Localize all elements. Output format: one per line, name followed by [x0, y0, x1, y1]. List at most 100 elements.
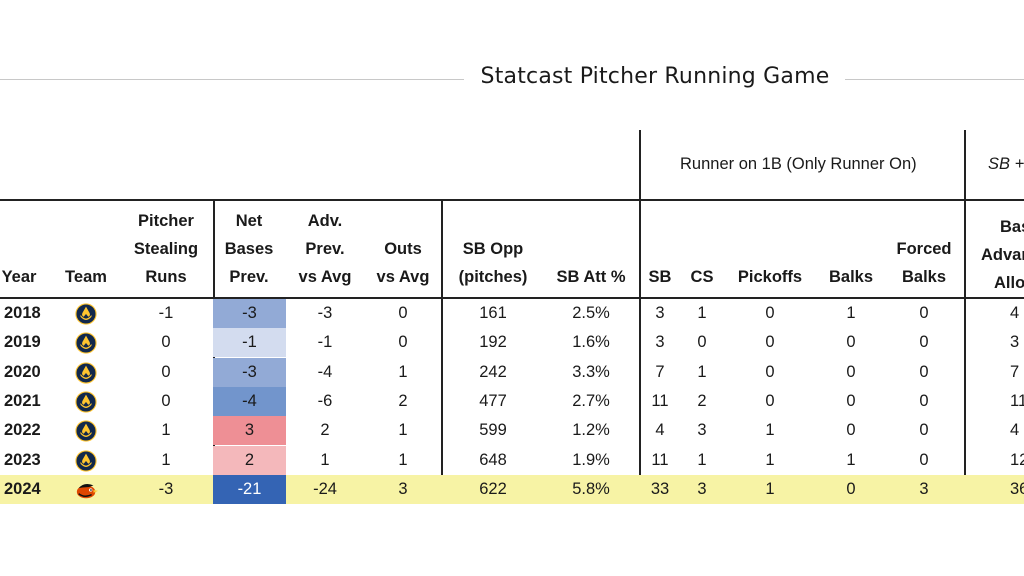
- col-header-net-bases-prev: Net Bases Prev.: [224, 212, 274, 286]
- cell-forced-balks: 0: [919, 333, 929, 352]
- cell-adv-prev-vs-avg: 1: [320, 450, 330, 469]
- col-header-sb: SB: [648, 268, 672, 286]
- cell-year: 2020: [4, 362, 41, 381]
- cell-outs-vs-avg: 0: [398, 304, 408, 322]
- cell-cs: 1: [697, 304, 707, 322]
- cell-cs: 1: [697, 362, 707, 381]
- table-row: 2020 -3 0 -4 1 242 3.3% 7 1 0 0 0 7: [0, 357, 1024, 387]
- cell-adv-prev-vs-avg: -24: [313, 479, 337, 498]
- cell-outs-vs-avg: 2: [398, 391, 408, 410]
- cell-cs: 1: [697, 450, 707, 469]
- brewers-logo-icon: [75, 391, 97, 413]
- col-header-year: Year: [1, 268, 37, 286]
- cell-net-bases-prev: -4: [213, 386, 286, 416]
- col-header-balks: Balks: [828, 268, 874, 286]
- cell-sb-opp: 599: [479, 421, 507, 440]
- cell-adv-prev-vs-avg: -3: [317, 304, 333, 322]
- cell-pickoffs: 0: [765, 391, 775, 410]
- cell-bases-adv-allowed: 36: [1010, 479, 1024, 498]
- table-row: 2022 3 1 2 1 599 1.2% 4 3 1 0 0 4: [0, 416, 1024, 446]
- cell-adv-prev-vs-avg: -1: [317, 333, 333, 352]
- cell-outs-vs-avg: 1: [398, 362, 408, 381]
- cell-net-bases-prev: -3: [213, 357, 286, 387]
- cell-sb-opp: 192: [479, 333, 507, 352]
- cell-sb-att-pct: 5.8%: [572, 479, 610, 498]
- cell-sb-opp: 622: [479, 479, 507, 498]
- title-rule-right: [845, 79, 1024, 80]
- cell-year: 2021: [4, 391, 41, 410]
- cell-forced-balks: 0: [919, 304, 929, 322]
- vline-group-right: [964, 130, 966, 502]
- title-rule-left: [0, 79, 464, 80]
- cell-cs: 0: [697, 333, 707, 352]
- cell-sb: 11: [651, 450, 669, 469]
- table-row: 2019 -1 0 -1 0 192 1.6% 3 0 0 0 0 3: [0, 328, 1024, 358]
- orioles-logo-icon: [75, 479, 99, 501]
- col-header-bases-adv-allowed-clip: Bas Advar Allow: [978, 203, 1024, 297]
- table-row: 2018 -3 -1 -3 0 161 2.5% 3 1 0 1 0 4: [0, 299, 1024, 328]
- cell-bases-adv-allowed: 12: [1010, 450, 1024, 469]
- cell-sb-att-pct: 2.7%: [572, 391, 610, 410]
- cell-outs-vs-avg: 0: [398, 333, 408, 352]
- cell-year: 2024: [4, 479, 41, 498]
- cell-adv-prev-vs-avg: -6: [317, 391, 333, 410]
- col-header-cs: CS: [690, 268, 714, 286]
- cell-bases-adv-allowed: 7: [1010, 362, 1020, 381]
- col-header-outs-vs-avg: Outs vs Avg: [376, 240, 430, 286]
- cell-sb-opp: 242: [479, 362, 507, 381]
- cell-sb: 4: [655, 421, 665, 440]
- cell-bases-adv-allowed: 3: [1010, 333, 1020, 352]
- brewers-logo-icon: [75, 303, 97, 325]
- cell-forced-balks: 0: [919, 391, 929, 410]
- cell-bases-adv-allowed: 4: [1010, 421, 1020, 440]
- cell-forced-balks: 0: [919, 362, 929, 381]
- cell-balks: 0: [846, 479, 856, 498]
- cell-net-bases-prev: -21: [213, 474, 286, 504]
- cell-sb-att-pct: 1.2%: [572, 421, 610, 440]
- col-header-pitcher-stealing-runs: Pitcher Stealing Runs: [133, 212, 199, 286]
- cell-net-bases-prev: -3: [213, 299, 286, 328]
- cell-pitcher-stealing-runs: 1: [161, 450, 171, 469]
- cell-balks: 1: [846, 450, 856, 469]
- cell-outs-vs-avg: 3: [398, 479, 408, 498]
- cell-pitcher-stealing-runs: 0: [161, 333, 171, 352]
- cell-cs: 3: [697, 479, 707, 498]
- cell-forced-balks: 3: [919, 479, 929, 498]
- cell-sb: 3: [655, 304, 665, 322]
- cell-net-bases-prev: 2: [213, 445, 286, 475]
- cell-pitcher-stealing-runs: -3: [158, 479, 174, 498]
- cell-adv-prev-vs-avg: -4: [317, 362, 333, 381]
- cell-outs-vs-avg: 1: [398, 421, 408, 440]
- body-divider: [0, 297, 1024, 299]
- cell-pickoffs: 0: [765, 304, 775, 322]
- cell-pitcher-stealing-runs: 0: [161, 362, 171, 381]
- cell-forced-balks: 0: [919, 421, 929, 440]
- cell-forced-balks: 0: [919, 450, 929, 469]
- group-header-sb-plus: SB +: [988, 155, 1024, 173]
- cell-balks: 0: [846, 421, 856, 440]
- cell-pitcher-stealing-runs: 0: [161, 391, 171, 410]
- cell-balks: 0: [846, 362, 856, 381]
- bases-adv-line-3: Allow: [994, 274, 1024, 292]
- brewers-logo-icon: [75, 332, 97, 354]
- group-header-runner-on-1b: Runner on 1B (Only Runner On): [680, 155, 917, 173]
- brewers-logo-icon: [75, 361, 97, 384]
- cell-sb: 11: [651, 391, 669, 410]
- cell-bases-adv-allowed: 4: [1010, 304, 1020, 322]
- brewers-logo-icon: [75, 420, 97, 442]
- cell-pitcher-stealing-runs: 1: [161, 421, 171, 440]
- cell-balks: 1: [846, 304, 856, 322]
- cell-sb-opp: 477: [479, 391, 507, 410]
- vline-group-left: [639, 130, 641, 502]
- cell-sb-att-pct: 1.9%: [572, 450, 610, 469]
- header-divider: [0, 199, 1024, 201]
- cell-bases-adv-allowed: 11: [1010, 391, 1024, 410]
- col-header-sb-opp: SB Opp (pitches): [458, 240, 528, 286]
- brewers-logo-icon: [75, 449, 97, 472]
- cell-year: 2023: [4, 450, 41, 469]
- cell-sb-att-pct: 3.3%: [572, 362, 610, 381]
- bases-adv-line-2: Advar: [981, 246, 1024, 264]
- cell-sb: 33: [650, 479, 670, 498]
- cell-year: 2018: [4, 304, 41, 322]
- bases-adv-line-1: Bas: [1000, 218, 1024, 236]
